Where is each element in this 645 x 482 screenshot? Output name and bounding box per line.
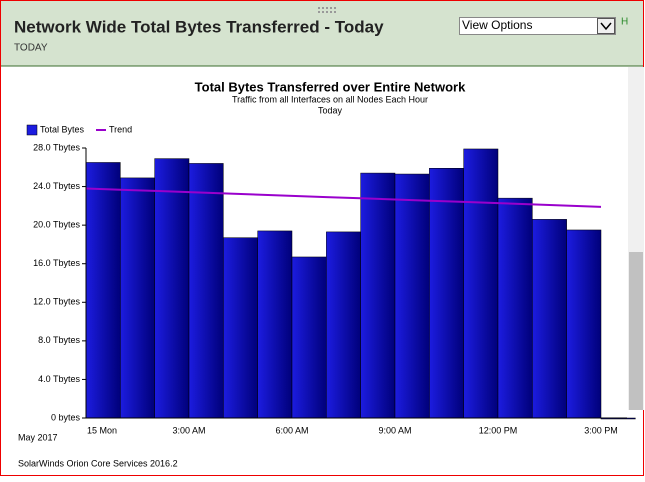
trend-line [85, 187, 602, 208]
bar [257, 230, 293, 419]
x-tick-label: 9:00 AM [378, 425, 411, 435]
select-label: View Options [462, 18, 532, 32]
x-tick-label: 6:00 AM [275, 425, 308, 435]
y-tick-label: 28.0 Tbytes [33, 142, 80, 152]
view-options-select[interactable]: View Options [459, 17, 616, 35]
legend-label: Total Bytes [40, 124, 85, 134]
y-tick-label: 16.0 Tbytes [33, 258, 80, 268]
bar [85, 162, 121, 419]
chart-title: Total Bytes Transferred over Entire Netw… [195, 79, 466, 94]
bar [188, 163, 224, 419]
bar [223, 237, 258, 419]
x-tick-label: 12:00 PM [479, 425, 518, 435]
x-tick-label: 3:00 PM [584, 425, 618, 435]
x-axis-label: May 2017 [18, 432, 58, 442]
bar [497, 197, 533, 419]
bar [360, 172, 396, 419]
x-tick-label: 3:00 AM [172, 425, 205, 435]
chart-subtitle: Traffic from all Interfaces on all Nodes… [232, 94, 428, 104]
y-tick-label: 24.0 Tbytes [33, 181, 80, 191]
legend-label: Trend [109, 124, 132, 134]
header-title: Network Wide Total Bytes Transferred - T… [14, 17, 384, 36]
legend-swatch [26, 124, 38, 136]
x-tick-label: 15 Mon [87, 425, 117, 435]
drag-handle [318, 7, 336, 13]
y-tick-label: 8.0 Tbytes [38, 335, 80, 345]
y-tick-label: 12.0 Tbytes [33, 297, 80, 307]
y-tick-label: 4.0 Tbytes [38, 374, 80, 384]
bar [154, 158, 190, 419]
bar [463, 148, 499, 419]
y-tick-label: 20.0 Tbytes [33, 220, 80, 230]
bar [326, 231, 361, 419]
scrollbar-thumb[interactable] [629, 252, 643, 410]
bar [394, 173, 430, 419]
bar [429, 168, 464, 419]
footer: SolarWinds Orion Core Services 2016.2 [18, 458, 178, 468]
bar [566, 229, 602, 419]
bar [532, 219, 567, 419]
y-tick-label: 0 bytes [51, 412, 81, 422]
header-subtitle: TODAY [14, 43, 48, 54]
chart-period: Today [318, 105, 343, 115]
bar [120, 177, 155, 419]
help-link[interactable]: H [621, 17, 628, 28]
bar [291, 256, 327, 419]
